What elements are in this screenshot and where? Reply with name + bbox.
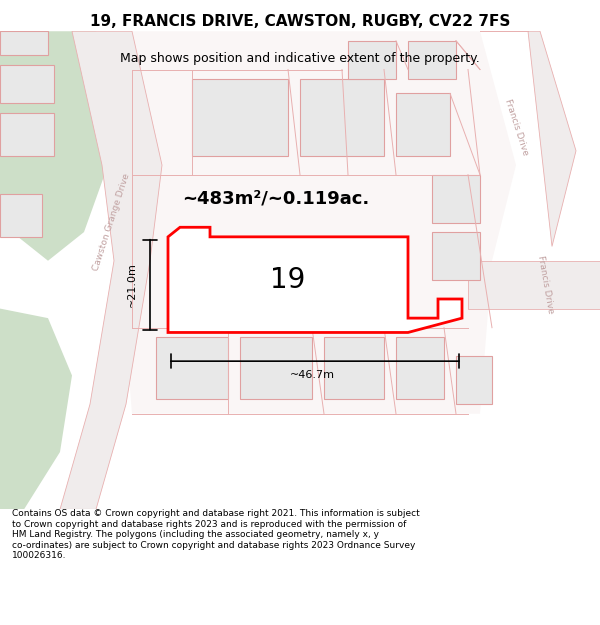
- Text: 19, FRANCIS DRIVE, CAWSTON, RUGBY, CV22 7FS: 19, FRANCIS DRIVE, CAWSTON, RUGBY, CV22 …: [90, 14, 510, 29]
- Text: Francis Drive: Francis Drive: [536, 255, 556, 314]
- Polygon shape: [156, 338, 228, 399]
- Polygon shape: [60, 31, 162, 509]
- Polygon shape: [0, 31, 48, 55]
- Polygon shape: [192, 79, 288, 156]
- Polygon shape: [0, 65, 54, 103]
- Polygon shape: [408, 41, 456, 79]
- Text: Map shows position and indicative extent of the property.: Map shows position and indicative extent…: [120, 52, 480, 65]
- Text: 19: 19: [271, 266, 305, 294]
- Polygon shape: [396, 93, 450, 156]
- Polygon shape: [456, 356, 492, 404]
- Polygon shape: [120, 31, 516, 414]
- Polygon shape: [324, 338, 384, 399]
- Polygon shape: [348, 41, 396, 79]
- Polygon shape: [300, 79, 384, 156]
- Text: ~46.7m: ~46.7m: [290, 371, 335, 381]
- Text: Francis Drive: Francis Drive: [503, 98, 529, 156]
- Polygon shape: [0, 31, 120, 261]
- Text: Contains OS data © Crown copyright and database right 2021. This information is : Contains OS data © Crown copyright and d…: [12, 509, 420, 560]
- Text: Cawston Grange Drive: Cawston Grange Drive: [91, 173, 131, 272]
- Text: ~483m²/~0.119ac.: ~483m²/~0.119ac.: [182, 189, 370, 208]
- Polygon shape: [168, 228, 462, 332]
- Polygon shape: [0, 112, 54, 156]
- Polygon shape: [0, 194, 42, 237]
- Polygon shape: [468, 261, 600, 309]
- Text: ~21.0m: ~21.0m: [127, 262, 137, 307]
- Polygon shape: [432, 232, 480, 280]
- Polygon shape: [432, 174, 480, 222]
- Polygon shape: [396, 338, 444, 399]
- Polygon shape: [0, 309, 72, 509]
- Polygon shape: [480, 31, 576, 246]
- Polygon shape: [240, 338, 312, 399]
